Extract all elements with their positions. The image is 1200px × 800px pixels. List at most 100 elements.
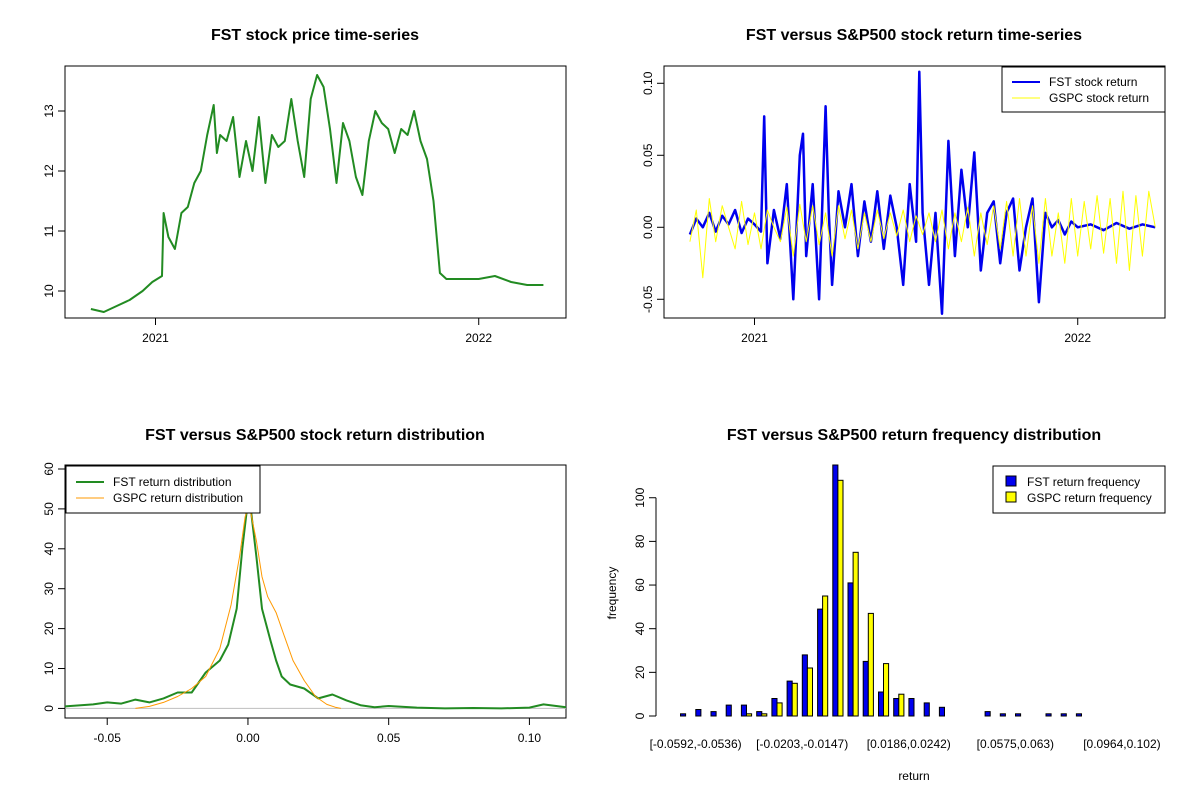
price-chart-title: FST stock price time-series: [211, 27, 419, 44]
fst-frequency-bar: [801, 654, 808, 717]
gspc-frequency-bar: [822, 595, 829, 717]
gspc-frequency-bar: [746, 713, 753, 717]
fst-frequency-bar: [786, 680, 793, 717]
density-y-tick-label: 50: [42, 502, 56, 516]
gspc-stock-return-line: [689, 190, 1156, 279]
frequency-legend-gspc-label: GSPC return frequency: [1027, 491, 1152, 505]
returns-y-tick-label: 0.10: [641, 71, 655, 95]
returns-legend: FST stock return GSPC stock return: [1001, 66, 1166, 113]
frequency-category-label: [0.0964,0.102): [1083, 737, 1160, 751]
fst-frequency-bar: [725, 704, 732, 717]
fst-frequency-bar: [1075, 713, 1083, 717]
fst-frequency-bar: [817, 608, 824, 717]
density-x-tick-label: 0.00: [236, 731, 260, 745]
frequency-category-label: [0.0186,0.0242): [867, 737, 951, 751]
frequency-x-axis-label: return: [898, 769, 929, 783]
panel-frequency: FST versus S&P500 return frequency distr…: [605, 427, 1166, 783]
density-legend-box: [65, 465, 261, 514]
fst-frequency-bar: [771, 698, 778, 717]
frequency-y-tick-label: 0: [633, 712, 647, 719]
fst-frequency-bar: [923, 702, 930, 717]
fst-stock-return-line: [688, 70, 1156, 315]
gspc-frequency-bar: [837, 479, 844, 717]
frequency-y-tick-label: 80: [633, 534, 647, 548]
fst-frequency-bar: [908, 698, 915, 717]
fst-frequency-bar: [984, 711, 991, 717]
price-y-tick-label: 13: [42, 104, 56, 118]
frequency-y-axis-label: frequency: [605, 567, 619, 620]
returns-x-tick-label: 2021: [741, 331, 768, 345]
panel-price: FST stock price time-series 2021 2022 10 11…: [42, 27, 567, 345]
fst-frequency-bar: [1060, 713, 1067, 717]
frequency-y-tick-label: 100: [633, 487, 647, 507]
fst-frequency-bar: [893, 698, 900, 717]
frequency-chart-title: FST versus S&P500 return frequency distr…: [727, 427, 1101, 444]
price-plot-frame: [64, 65, 567, 319]
returns-legend-fst-label: FST stock return: [1049, 75, 1137, 89]
returns-legend-box: [1001, 66, 1166, 113]
returns-y-tick-label: 0.00: [641, 215, 655, 239]
price-x-tick-label: 2022: [465, 331, 492, 345]
density-y-tick-label: 60: [42, 462, 56, 476]
returns-legend-gspc-label: GSPC stock return: [1049, 91, 1149, 105]
density-x-tick-label: 0.10: [518, 731, 542, 745]
frequency-category-label: [0.0575,0.063): [977, 737, 1054, 751]
returns-y-tick-label: -0.05: [641, 285, 655, 313]
fst-frequency-bar: [862, 660, 869, 717]
density-legend-gspc-label: GSPC return distribution: [113, 491, 243, 505]
returns-lines: [688, 70, 1156, 315]
frequency-y-tick-label: 20: [633, 665, 647, 679]
fst-frequency-bar: [680, 713, 687, 717]
fst-frequency-bar: [832, 464, 839, 717]
density-lines: [64, 499, 567, 710]
panel-returns: FST versus S&P500 stock return time-seri…: [641, 27, 1166, 345]
fst-frequency-bar: [1015, 713, 1022, 717]
density-chart-title: FST versus S&P500 stock return distribut…: [145, 427, 485, 444]
frequency-category-label: [-0.0203,-0.0147): [756, 737, 848, 751]
panel-density: FST versus S&P500 stock return distribut…: [42, 427, 567, 745]
price-axes: 2021 2022 10 11 12 13: [42, 104, 492, 345]
returns-y-tick-label: 0.05: [641, 143, 655, 167]
density-axes: -0.05 0.00 0.05 0.10 0 10 20 30 40 50 60: [42, 462, 541, 745]
frequency-legend-box: [992, 465, 1166, 514]
price-x-tick-label: 2021: [142, 331, 169, 345]
gspc-frequency-bar: [791, 682, 798, 717]
frequency-legend-fst-label: FST return frequency: [1027, 475, 1140, 489]
density-legend: FST return distribution GSPC return dist…: [65, 465, 261, 514]
frequency-y-tick-label: 40: [633, 622, 647, 636]
frequency-legend: FST return frequency GSPC return frequen…: [992, 465, 1166, 514]
density-y-tick-label: 10: [42, 662, 56, 676]
fst-frequency-bar: [695, 709, 702, 717]
fst-frequency-bar: [938, 706, 946, 717]
frequency-y-tick-label: 60: [633, 578, 647, 592]
gspc-frequency-bar: [806, 667, 814, 717]
fst-return-distribution-line: [64, 499, 567, 710]
frequency-bars: [680, 464, 1083, 717]
density-y-tick-label: 30: [42, 582, 56, 596]
price-y-tick-label: 11: [42, 224, 56, 237]
gspc-frequency-bar: [867, 612, 874, 717]
fst-price-line: [90, 74, 544, 313]
density-x-tick-label: 0.05: [377, 731, 401, 745]
fst-frequency-bar: [878, 691, 885, 717]
price-lines: [90, 74, 544, 313]
price-y-tick-label: 12: [42, 164, 56, 178]
returns-axes: 2021 2022 -0.05 0.00 0.05 0.10: [641, 71, 1091, 345]
price-y-tick-label: 10: [42, 284, 56, 298]
density-y-tick-label: 20: [42, 622, 56, 636]
gspc-frequency-bar: [898, 693, 905, 717]
fst-frequency-bar: [756, 711, 763, 717]
gspc-frequency-bar: [776, 702, 783, 717]
density-y-tick-label: 0: [42, 705, 56, 712]
gspc-frequency-bar: [761, 713, 768, 717]
fst-frequency-bar: [999, 713, 1006, 717]
gspc-return-distribution-line: [135, 508, 341, 709]
gspc-frequency-bar: [852, 551, 859, 717]
density-legend-fst-label: FST return distribution: [113, 475, 232, 489]
density-x-tick-label: -0.05: [94, 731, 122, 745]
gspc-frequency-bar: [883, 663, 890, 717]
frequency-category-label: [-0.0592,-0.0536): [650, 737, 742, 751]
returns-x-tick-label: 2022: [1064, 331, 1091, 345]
returns-chart-title: FST versus S&P500 stock return time-seri…: [746, 27, 1082, 44]
